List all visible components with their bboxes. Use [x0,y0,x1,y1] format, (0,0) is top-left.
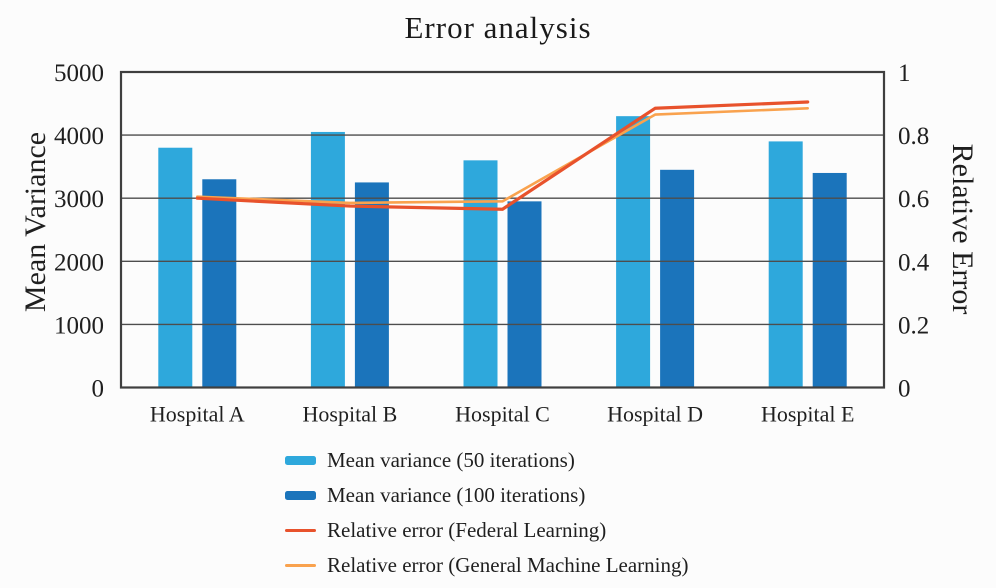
legend-item-relative-error-federal: Relative error (Federal Learning) [285,519,688,541]
left-axis-tick-label: 4000 [54,123,104,150]
legend-swatch-line-general-machine-learning [285,563,316,567]
left-axis-tick-label: 2000 [54,249,104,276]
bar-mean-variance-100 [660,169,695,388]
right-axis-tick-label: 0.8 [898,123,929,150]
right-axis-tick-label: 0.4 [898,249,930,276]
left-axis-title: Mean Variance [19,131,52,313]
x-axis-category-label: Hospital C [455,402,550,427]
chart-plot-area: 5000 4000 3000 2000 1000 0 1 0.8 0.6 0.4 0.2 0 Hospi… [54,60,930,427]
right-axis-tick-label: 0.6 [898,186,929,213]
bar-mean-variance-100 [354,182,389,388]
legend-item-mean-variance-50: Mean variance (50 iterations) [285,449,688,471]
legend-label: Relative error (Federal Learning) [327,518,607,542]
line-relative-error-general-machine-learning [196,106,810,205]
left-axis-tick-label: 0 [92,376,105,403]
bar-mean-variance-50 [158,147,193,388]
chart-legend: Mean variance (50 iterations) Mean varia… [285,449,688,576]
x-axis-category-label: Hospital B [303,402,398,427]
legend-item-mean-variance-100: Mean variance (100 iterations) [285,484,688,506]
legend-swatch-bar-100-iterations [285,490,316,500]
left-axis-tick-label: 3000 [54,186,104,213]
bar-mean-variance-100 [507,201,542,388]
plot-border [119,70,886,389]
right-axis-tick-label: 0 [898,376,911,403]
legend-label: Mean variance (50 iterations) [327,448,575,472]
legend-label: Relative error (General Machine Learning… [327,553,689,577]
x-axis-category-label: Hospital A [150,402,245,427]
bar-mean-variance-100 [812,172,847,388]
line-relative-error-federal-learning [195,100,810,211]
bar-mean-variance-100 [202,179,237,388]
left-axis-tick-label: 5000 [54,60,104,87]
legend-swatch-line-federal-learning [285,528,316,532]
bar-mean-variance-50 [463,160,498,388]
bar-mean-variance-50 [768,141,803,388]
right-axis-title: Relative Error [946,143,979,315]
legend-item-relative-error-general: Relative error (General Machine Learning… [285,554,688,576]
legend-label: Mean variance (100 iterations) [327,483,586,507]
bar-mean-variance-50 [310,131,345,388]
left-axis-tick-label: 1000 [54,312,104,339]
x-axis-category-label: Hospital E [761,402,855,427]
legend-swatch-bar-50-iterations [285,455,316,465]
right-axis-tick-label: 1 [898,60,911,87]
chart-title: Error analysis [404,10,592,45]
right-axis-tick-label: 0.2 [898,312,929,339]
x-axis-category-label: Hospital D [607,402,703,427]
bar-mean-variance-50 [616,116,651,388]
